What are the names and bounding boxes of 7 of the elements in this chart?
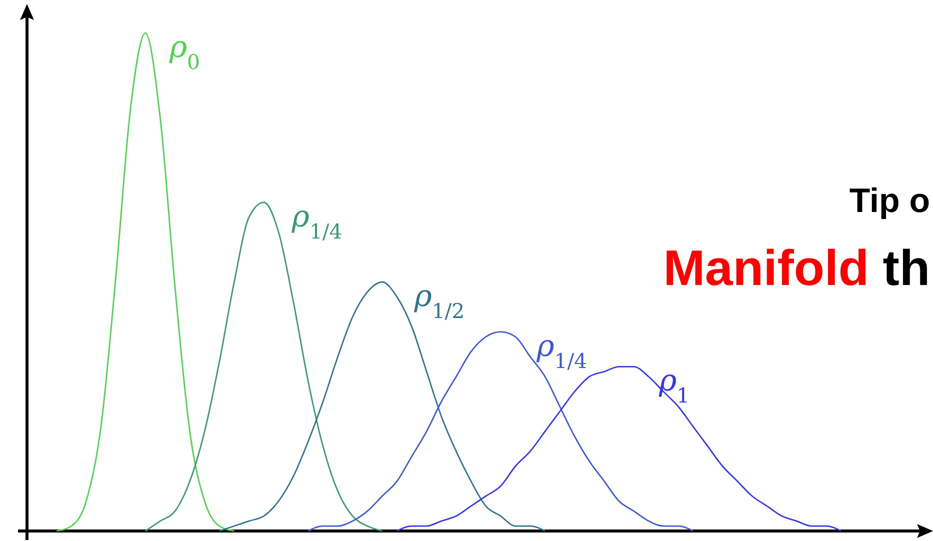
annotation: Manifold th [663,240,930,296]
series-label: ρ$_{1/4}$ [290,199,342,244]
series-label: ρ$_{1}$ [658,364,690,408]
series-label: ρ$_{1/2}$ [413,279,465,323]
annotation: Tip o [849,182,930,220]
series-label: ρ$_{0}$ [168,30,200,74]
series-label: ρ$_{1/4}$ [536,328,588,373]
